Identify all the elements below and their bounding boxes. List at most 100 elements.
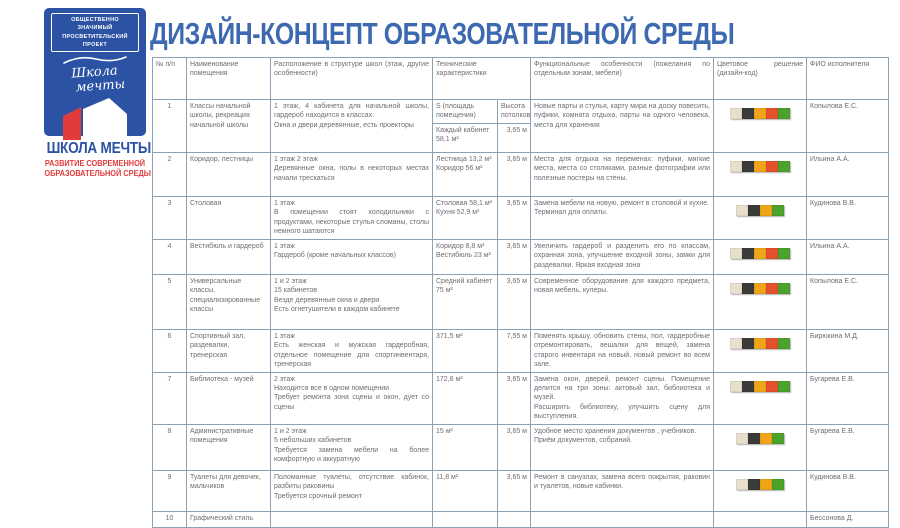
color-swatch [766, 380, 778, 392]
tech-area-cell: 172,8 м² [432, 371, 498, 425]
tech-height-cell: Высота потолков 3,65 м [497, 99, 531, 153]
color-swatch [778, 247, 790, 259]
color-swatch [766, 108, 778, 119]
tech-area-cell: Средний кабинет 75 м² [432, 273, 498, 330]
tech-height-cell: 7,55 м [497, 328, 531, 373]
color-swatch [754, 337, 766, 349]
tech-area-cell: Столовая 58,1 м² Кухня 52,9 м² [432, 196, 498, 240]
room-name: Классы начальной школы, рекреация началь… [186, 99, 271, 153]
tech-area-cell: 11,8 м² [432, 469, 498, 512]
color-palette [717, 108, 803, 119]
color-swatch [730, 161, 742, 172]
room-location [270, 510, 433, 528]
executor-name: Ильина А.А. [806, 152, 889, 197]
logo-subtitle: РАЗВИТИЕ СОВРЕМЕННОЙ ОБРАЗОВАТЕЛЬНОЙ СРЕ… [44, 159, 151, 179]
color-swatch [778, 161, 790, 172]
functional-notes: Поменять крышу, обновить стены, пол, гар… [530, 328, 714, 373]
color-swatch [742, 282, 754, 294]
color-swatch [754, 108, 766, 119]
table-row: 5 Универсальные классы, специализированн… [152, 273, 889, 330]
color-swatch [754, 282, 766, 294]
color-code-cell [713, 196, 807, 240]
color-code-cell [713, 152, 807, 197]
tech-height-cell: 3,65 м [497, 423, 531, 471]
roof-squiggle-icon [63, 56, 127, 64]
color-palette [717, 282, 803, 294]
row-number: 1 [152, 99, 187, 153]
color-swatch [742, 161, 754, 172]
color-swatch [748, 205, 760, 216]
row-number: 9 [152, 469, 187, 512]
color-swatch [748, 432, 760, 444]
tech-height-cell: 3,65 м [497, 152, 531, 197]
color-code-cell [713, 238, 807, 275]
room-location: 1 и 2 этаж 15 кабинетов Везде деревянные… [270, 273, 433, 330]
functional-notes: Места для отдыха на переменах: пуфики, м… [530, 152, 714, 197]
color-swatch [754, 247, 766, 259]
room-name: Графический стиль [186, 510, 271, 528]
color-swatch [766, 282, 778, 294]
table-header-row: № п/п Наименование помещения Расположени… [152, 57, 889, 100]
color-swatch [772, 432, 784, 444]
tech-height-cell: 3,65 м [497, 469, 531, 512]
color-swatch [778, 108, 790, 119]
functional-notes: Увеличить гардероб и разделить его по кл… [530, 238, 714, 275]
column-header-functional: Функциональные особенности (пожелания по… [530, 57, 714, 100]
room-name: Туалеты для девочек, мальчиков [186, 469, 271, 512]
executor-name: Бессонова Д. [806, 510, 889, 528]
color-swatch [760, 205, 772, 216]
color-swatch [766, 247, 778, 259]
color-code-cell [713, 273, 807, 330]
color-swatch [742, 337, 754, 349]
color-swatch [730, 337, 742, 349]
color-swatch [730, 380, 742, 392]
color-swatch [736, 432, 748, 444]
executor-name: Бугарева Е.В. [806, 371, 889, 425]
executor-name: Бугарева Е.В. [806, 423, 889, 471]
tech-area-cell [432, 510, 498, 528]
tech-area-subheader: S (площадь помещения) [433, 101, 497, 124]
color-swatch [778, 380, 790, 392]
house-icon [63, 98, 127, 141]
color-swatch [760, 478, 772, 490]
functional-notes [530, 510, 714, 528]
table-row: 4 Вестибюль и гардероб 1 этаж Гардероб (… [152, 238, 889, 275]
logo-school-name: ШКОЛА МЕЧТЫ [46, 140, 152, 157]
room-name: Библиотека - музей [186, 371, 271, 425]
room-location: 1 этаж Есть женская и мужская гардеробна… [270, 328, 433, 373]
functional-notes: Современное оборудование для каждого пре… [530, 273, 714, 330]
color-code-cell [713, 469, 807, 512]
column-header-location: Расположение в структуре школ (этаж, дру… [270, 57, 433, 100]
functional-notes: Ремонт в санузлах, замена всего покрытия… [530, 469, 714, 512]
color-palette [717, 380, 803, 392]
executor-name: Бирюкина М.Д. [806, 328, 889, 373]
logo-project-label: ОБЩЕСТВЕННО ЗНАЧИМЫЙ ПРОСВЕТИТЕЛЬСКИЙ ПР… [51, 13, 139, 52]
color-palette [717, 478, 803, 490]
tech-height-cell: 3,65 м [497, 371, 531, 425]
color-swatch [772, 478, 784, 490]
room-location: 2 этаж Находится все в одном помещении Т… [270, 371, 433, 425]
row-number: 6 [152, 328, 187, 373]
table-row: 3 Столовая 1 этаж В помещении стоят холо… [152, 196, 889, 240]
school-logo: ОБЩЕСТВЕННО ЗНАЧИМЫЙ ПРОСВЕТИТЕЛЬСКИЙ ПР… [40, 8, 152, 179]
color-swatch [754, 161, 766, 172]
room-location: 1 и 2 этаж 5 небольших кабинетов Требует… [270, 423, 433, 471]
color-swatch [772, 205, 784, 216]
color-swatch [766, 161, 778, 172]
table-row: 9 Туалеты для девочек, мальчиков Поломан… [152, 469, 889, 512]
executor-name: Ильина А.А. [806, 238, 889, 275]
color-swatch [730, 247, 742, 259]
color-code-cell [713, 371, 807, 425]
room-location: 1 этаж В помещении стоят холодильники с … [270, 196, 433, 240]
color-swatch [730, 282, 742, 294]
table-row: 7 Библиотека - музей 2 этаж Находится вс… [152, 371, 889, 425]
color-code-cell [713, 99, 807, 153]
functional-notes: Новые парты и стулья, карту мира на доск… [530, 99, 714, 153]
logo-subtitle-line2: ОБРАЗОВАТЕЛЬНОЙ СРЕДЫ [44, 169, 151, 178]
functional-notes: Удобное место хранения документов , учеб… [530, 423, 714, 471]
column-header-name: Наименование помещения [186, 57, 271, 100]
table-row: 6 Спортивный зал, раздевалки, тренерская… [152, 328, 889, 373]
color-swatch [742, 108, 754, 119]
tech-height-value: 3,65 м [506, 126, 527, 134]
room-name: Вестибюль и гардероб [186, 238, 271, 275]
